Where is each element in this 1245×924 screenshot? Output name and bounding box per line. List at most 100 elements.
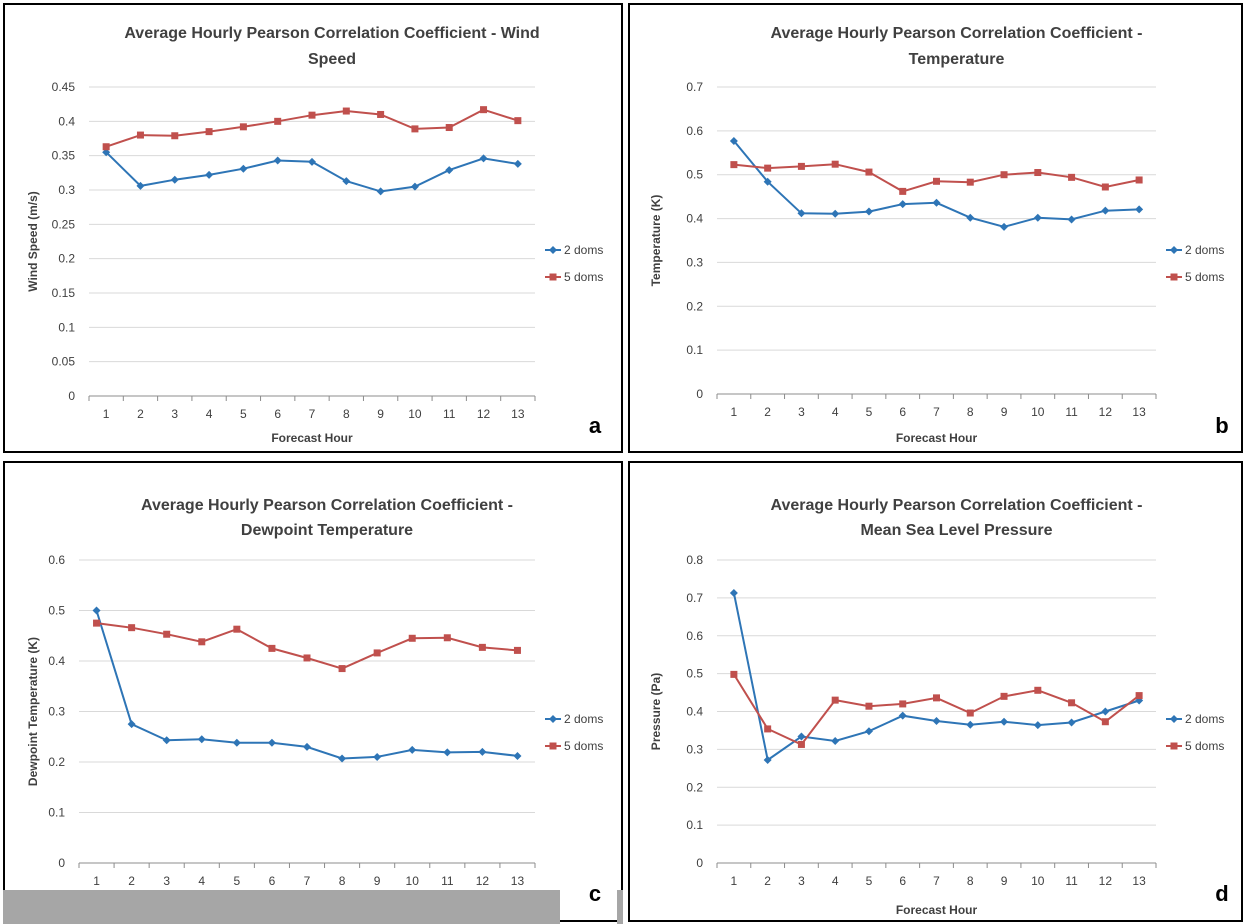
legend-label: 5 doms — [1185, 739, 1224, 753]
chart-title-line: Average Hourly Pearson Correlation Coeff… — [124, 25, 539, 42]
x-tick-label: 11 — [1065, 874, 1078, 888]
y-axis-title: Dewpoint Temperature (K) — [26, 637, 40, 786]
data-point — [865, 702, 873, 710]
legend-marker — [1170, 273, 1178, 281]
data-point — [966, 213, 975, 222]
data-point — [513, 751, 522, 760]
x-tick-label: 4 — [832, 874, 839, 888]
data-point — [932, 716, 941, 725]
chart-title-line: Average Hourly Pearson Correlation Coeff… — [771, 497, 1143, 514]
x-tick-label: 5 — [866, 874, 873, 888]
data-point — [831, 737, 840, 746]
data-point — [303, 742, 311, 751]
data-point — [729, 136, 738, 145]
data-point — [729, 588, 738, 597]
y-tick-label: 0 — [696, 387, 703, 401]
data-point — [478, 643, 486, 651]
data-point — [445, 124, 453, 132]
data-point — [233, 625, 241, 633]
y-tick-label: 0.6 — [686, 629, 703, 643]
y-tick-label: 0.4 — [686, 705, 703, 719]
data-point — [338, 754, 347, 763]
data-point — [308, 111, 316, 119]
y-tick-label: 0.7 — [686, 80, 703, 94]
data-point — [1000, 222, 1009, 231]
data-point — [232, 738, 241, 747]
chart-panel-a: Average Hourly Pearson Correlation Coeff… — [3, 3, 623, 453]
data-point — [410, 182, 419, 191]
y-tick-label: 0.1 — [686, 818, 703, 832]
x-tick-label: 11 — [1065, 405, 1078, 419]
data-point — [797, 740, 805, 748]
x-tick-label: 12 — [1099, 874, 1113, 888]
data-point — [1068, 699, 1076, 707]
gray-footer-bar — [3, 890, 560, 924]
data-point — [162, 736, 171, 745]
y-tick-label: 0.2 — [58, 252, 75, 266]
data-point — [1000, 717, 1009, 726]
data-point — [1101, 206, 1110, 215]
data-point — [205, 128, 213, 136]
y-tick-label: 0.8 — [686, 553, 703, 567]
x-tick-label: 6 — [269, 874, 276, 888]
legend-label: 2 doms — [1185, 712, 1224, 726]
y-tick-label: 0 — [58, 856, 65, 870]
x-tick-label: 5 — [234, 874, 241, 888]
x-tick-label: 4 — [206, 407, 213, 421]
data-point — [763, 755, 772, 764]
x-tick-label: 10 — [1031, 874, 1045, 888]
data-point — [764, 164, 772, 172]
x-tick-label: 7 — [309, 407, 316, 421]
y-tick-label: 0.5 — [48, 604, 65, 618]
data-point — [1034, 169, 1042, 177]
y-tick-label: 0.2 — [48, 755, 65, 769]
data-point — [239, 164, 248, 173]
legend-label: 5 doms — [564, 739, 603, 753]
data-point — [268, 644, 276, 652]
data-point — [274, 117, 282, 125]
data-point — [303, 654, 311, 662]
data-point — [443, 634, 451, 642]
x-tick-label: 9 — [1001, 405, 1008, 419]
data-point — [730, 161, 738, 169]
legend-label: 5 doms — [1185, 270, 1224, 284]
data-point — [1067, 718, 1076, 727]
x-tick-label: 3 — [798, 405, 805, 419]
legend-marker — [1170, 742, 1178, 750]
data-point — [514, 117, 522, 125]
x-tick-label: 11 — [441, 874, 454, 888]
data-point — [136, 181, 145, 190]
legend-label: 5 doms — [564, 270, 603, 284]
x-tick-label: 6 — [274, 407, 281, 421]
data-point — [1135, 205, 1144, 214]
data-point — [831, 696, 839, 704]
data-point — [898, 200, 907, 209]
data-point — [797, 162, 805, 170]
legend-label: 2 doms — [564, 712, 603, 726]
y-tick-label: 0.1 — [58, 320, 75, 334]
x-tick-label: 11 — [443, 407, 456, 421]
data-point — [128, 624, 136, 632]
panel-letter: b — [1215, 413, 1228, 438]
x-tick-label: 12 — [1099, 405, 1113, 419]
data-point — [1067, 215, 1076, 224]
x-tick-label: 13 — [1132, 874, 1146, 888]
data-point — [170, 175, 179, 184]
y-tick-label: 0.6 — [48, 553, 65, 567]
data-point — [408, 634, 416, 642]
data-point — [376, 187, 385, 196]
data-point — [342, 107, 350, 115]
data-point — [93, 619, 101, 627]
data-point — [966, 720, 975, 729]
y-tick-label: 0.7 — [686, 591, 703, 605]
data-point — [1000, 692, 1008, 700]
data-point — [797, 209, 806, 218]
chart-d-svg: Average Hourly Pearson Correlation Coeff… — [649, 497, 1229, 917]
x-tick-label: 6 — [899, 874, 906, 888]
data-point — [1101, 718, 1109, 726]
data-point — [163, 630, 171, 638]
y-tick-label: 0.5 — [686, 168, 703, 182]
data-point — [865, 168, 873, 176]
x-tick-label: 8 — [343, 407, 350, 421]
y-tick-label: 0.4 — [48, 654, 65, 668]
